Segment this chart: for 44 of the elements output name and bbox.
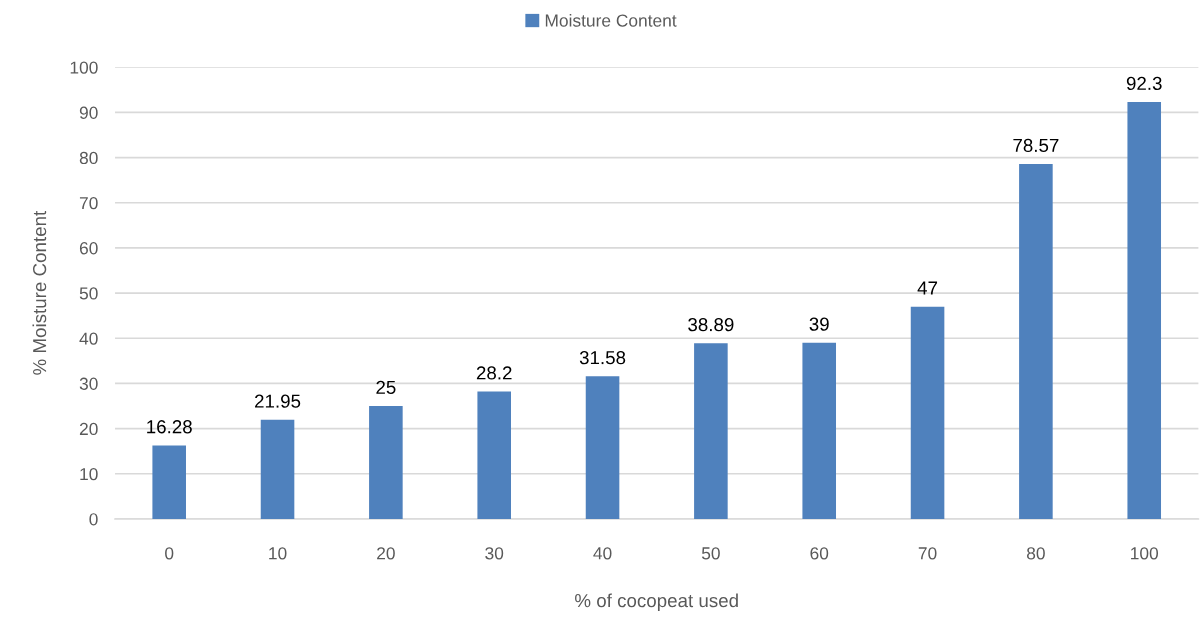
bar xyxy=(152,445,186,519)
x-tick-label: 100 xyxy=(1131,547,1159,560)
x-tick-label: 50 xyxy=(701,547,720,560)
x-tick-label: 10 xyxy=(269,547,287,560)
legend-label: Moisture Content xyxy=(545,13,677,27)
bar xyxy=(369,406,403,519)
y-tick-label: 10 xyxy=(80,467,98,481)
bar xyxy=(477,391,511,519)
x-tick-label: 70 xyxy=(918,547,937,560)
y-tick-label: 100 xyxy=(70,61,98,74)
data-label: 21.95 xyxy=(255,394,301,408)
bar xyxy=(802,342,837,519)
data-label: 92.3 xyxy=(1126,76,1162,91)
bar xyxy=(1019,164,1053,519)
x-axis-title: % of cocopeat used xyxy=(575,593,738,611)
bar xyxy=(910,306,945,519)
x-tick-label: 20 xyxy=(377,547,395,560)
data-label: 28.2 xyxy=(476,366,512,380)
y-tick-label: 50 xyxy=(79,287,98,300)
bar xyxy=(585,376,620,519)
x-tick-label: 40 xyxy=(593,547,612,560)
bar xyxy=(260,419,295,519)
data-label: 78.57 xyxy=(1013,138,1059,153)
y-tick-label: 70 xyxy=(79,196,98,210)
bar xyxy=(694,343,728,519)
y-tick-label: 60 xyxy=(79,242,98,255)
x-tick-label: 60 xyxy=(810,547,829,560)
y-tick-label: 0 xyxy=(89,513,98,526)
y-axis-title: % Moisture Content xyxy=(32,210,47,375)
x-tick-label: 0 xyxy=(165,547,174,560)
data-label: 31.58 xyxy=(579,351,626,365)
data-label: 16.28 xyxy=(147,420,192,434)
data-label: 39 xyxy=(809,317,829,331)
y-tick-label: 90 xyxy=(79,106,98,119)
y-tick-label: 40 xyxy=(79,332,98,345)
bar xyxy=(1127,102,1162,519)
y-tick-label: 30 xyxy=(79,377,98,390)
data-label: 38.89 xyxy=(688,317,734,332)
data-label: 47 xyxy=(917,281,938,295)
y-tick-label: 80 xyxy=(79,151,98,165)
data-label: 25 xyxy=(376,380,396,394)
y-tick-label: 20 xyxy=(79,422,98,436)
x-tick-label: 30 xyxy=(485,547,504,560)
x-tick-label: 80 xyxy=(1026,547,1045,560)
